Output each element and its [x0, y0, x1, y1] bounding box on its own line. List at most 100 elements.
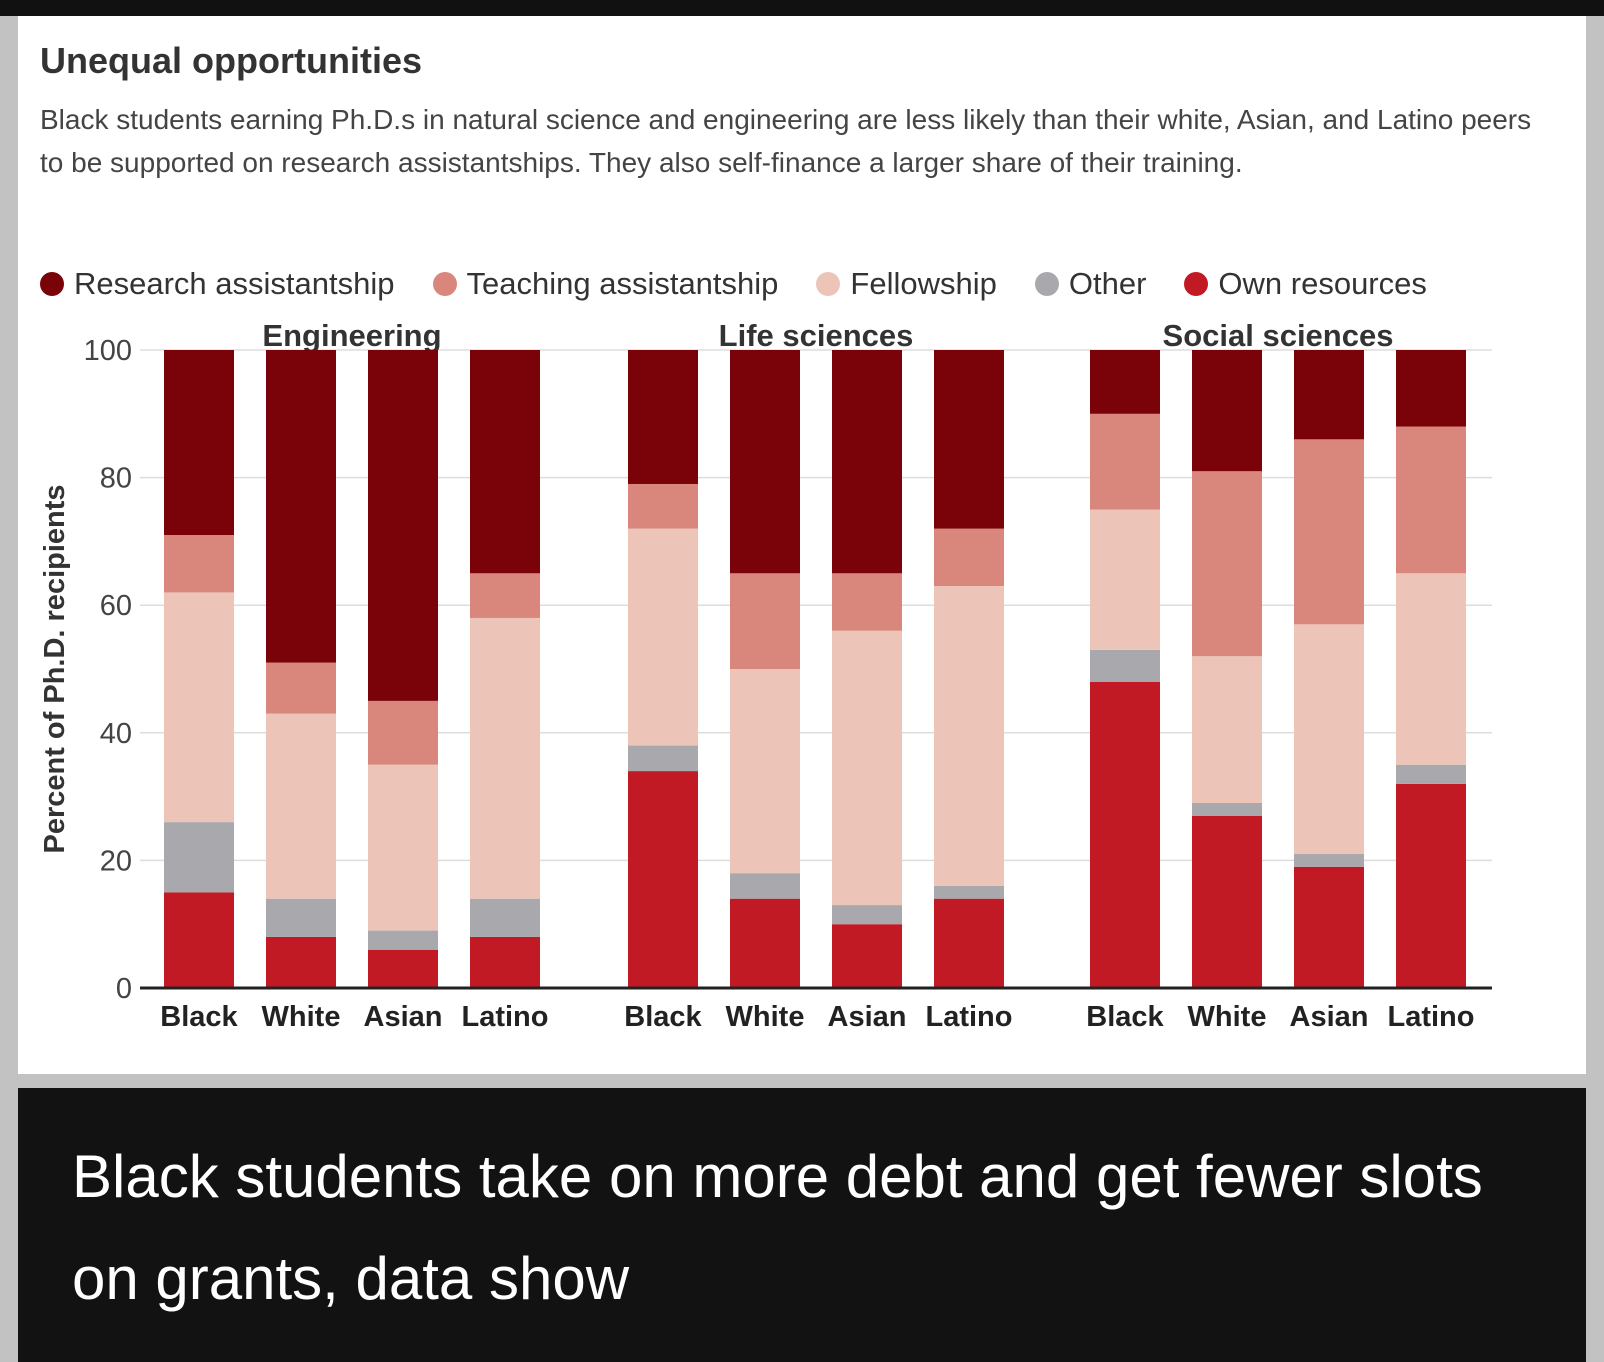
caption-bar: Black students take on more debt and get… [18, 1088, 1586, 1362]
y-tick-label: 0 [116, 973, 132, 1005]
y-axis-label: Percent of Ph.D. recipients [39, 484, 71, 853]
bar-segment-research-assistantship [934, 350, 1004, 529]
bar-segment-other [934, 885, 1004, 899]
legend-swatch [1184, 272, 1209, 296]
bar-segment-teaching-assistantship [1294, 439, 1364, 625]
group-title: Engineering [262, 318, 441, 353]
bar-segment-own-resources [832, 924, 902, 988]
group-title: Social sciences [1163, 318, 1394, 353]
bar-segment-research-assistantship [1396, 350, 1466, 427]
bar-segment-other [1294, 854, 1364, 867]
bar-segment-teaching-assistantship [470, 573, 540, 618]
bar-segment-own-resources [1090, 681, 1160, 988]
y-tick-label: 40 [100, 718, 132, 750]
bar-segment-own-resources [934, 898, 1004, 988]
bar-segment-research-assistantship [628, 350, 698, 484]
bar-segment-other [628, 745, 698, 772]
legend-swatch [816, 272, 841, 296]
bar-segment-fellowship [1396, 573, 1466, 765]
bar-segment-research-assistantship [730, 350, 800, 574]
legend-item-other: Other [1034, 266, 1147, 302]
y-tick-label: 60 [100, 590, 132, 622]
bar-segment-other [1090, 649, 1160, 682]
legend-swatch [1034, 272, 1059, 296]
bar-segment-fellowship [730, 669, 800, 874]
bar-segment-research-assistantship [832, 350, 902, 574]
x-category-label: White [726, 1001, 805, 1033]
stacked-bar-chart: 0 20 40 60 80 100 Percent of Ph.D. recipients E… [39, 318, 1492, 1033]
y-tick-label: 20 [100, 845, 132, 877]
bar-segment-other [266, 898, 336, 937]
y-tick-label: 100 [84, 335, 132, 367]
bar-segment-teaching-assistantship [832, 573, 902, 631]
x-category-label: Black [624, 1001, 702, 1033]
bar-segment-other [164, 822, 234, 893]
bar-segment-other [1192, 802, 1262, 816]
x-category-label: White [1188, 1001, 1267, 1033]
x-category-label: Asian [1290, 1001, 1369, 1033]
bar-segment-research-assistantship [1192, 350, 1262, 472]
bar-segment-teaching-assistantship [266, 662, 336, 714]
bar-segment-fellowship [470, 617, 540, 899]
bar-segment-own-resources [1396, 783, 1466, 988]
legend-label: Other [1068, 266, 1147, 301]
legend-label: Fellowship [850, 266, 997, 301]
bar-segment-other [470, 898, 540, 937]
legend-swatch [432, 272, 457, 296]
bar-segment-research-assistantship [1294, 350, 1364, 440]
legend-item-fellowship: Fellowship [816, 266, 997, 302]
bar-segment-teaching-assistantship [934, 528, 1004, 587]
bar-segment-other [1396, 764, 1466, 784]
bar-segment-fellowship [368, 764, 438, 931]
bar-segment-own-resources [628, 771, 698, 988]
chart-subtitle: Black students earning Ph.D.s in natural… [40, 104, 1532, 178]
top-bar [0, 0, 1604, 16]
bar-segment-own-resources [266, 936, 336, 988]
bar-segment-fellowship [628, 528, 698, 746]
x-category-label: Black [1086, 1001, 1164, 1033]
x-category-label: Asian [828, 1001, 907, 1033]
article-headline: Black students take on more debt and get… [72, 1143, 1483, 1312]
bar-segment-teaching-assistantship [164, 535, 234, 593]
legend-label: Teaching assistantship [466, 266, 779, 301]
bar-segment-fellowship [832, 630, 902, 906]
bar-segment-teaching-assistantship [730, 573, 800, 669]
bar-segment-research-assistantship [368, 350, 438, 701]
chart-title: Unequal opportunities [40, 40, 422, 81]
x-category-label: White [262, 1001, 341, 1033]
legend-item-own-resources: Own resources [1184, 266, 1427, 302]
bar-segment-other [368, 930, 438, 950]
bar-segment-own-resources [470, 936, 540, 988]
bar-segment-teaching-assistantship [628, 483, 698, 529]
bar-segment-other [730, 873, 800, 899]
bar-segment-fellowship [1192, 656, 1262, 803]
bar-segment-own-resources [1294, 866, 1364, 988]
x-category-label: Asian [364, 1001, 443, 1033]
bar-segment-own-resources [368, 949, 438, 988]
x-category-label: Latino [462, 1001, 549, 1033]
x-category-label: Black [160, 1001, 238, 1033]
bar-segment-research-assistantship [1090, 350, 1160, 414]
bar-segment-teaching-assistantship [1396, 426, 1466, 574]
bar-segment-research-assistantship [266, 350, 336, 663]
legend-swatch [40, 272, 64, 296]
x-category-label: Latino [926, 1001, 1013, 1033]
bar-segment-research-assistantship [164, 350, 234, 536]
bar-segment-fellowship [164, 592, 234, 823]
bar-segment-fellowship [1090, 509, 1160, 650]
bar-segment-research-assistantship [470, 350, 540, 574]
group-title: Life sciences [719, 318, 914, 353]
legend-item-research-assistantship: Research assistantship [40, 266, 395, 302]
bar-segment-other [832, 905, 902, 925]
bar-segment-fellowship [1294, 624, 1364, 855]
bar-segment-teaching-assistantship [1192, 471, 1262, 657]
legend-item-teaching-assistantship: Teaching assistantship [432, 266, 779, 302]
x-category-label: Latino [1388, 1001, 1475, 1033]
bar-segment-teaching-assistantship [368, 700, 438, 765]
y-tick-label: 80 [100, 463, 132, 495]
chart-legend: Research assistantship Teaching assistant… [40, 264, 1465, 304]
bar-segment-teaching-assistantship [1090, 413, 1160, 510]
chart-card: Unequal opportunities Black students ear… [18, 16, 1586, 1074]
bar-segment-own-resources [730, 898, 800, 988]
bar-segment-own-resources [1192, 815, 1262, 988]
